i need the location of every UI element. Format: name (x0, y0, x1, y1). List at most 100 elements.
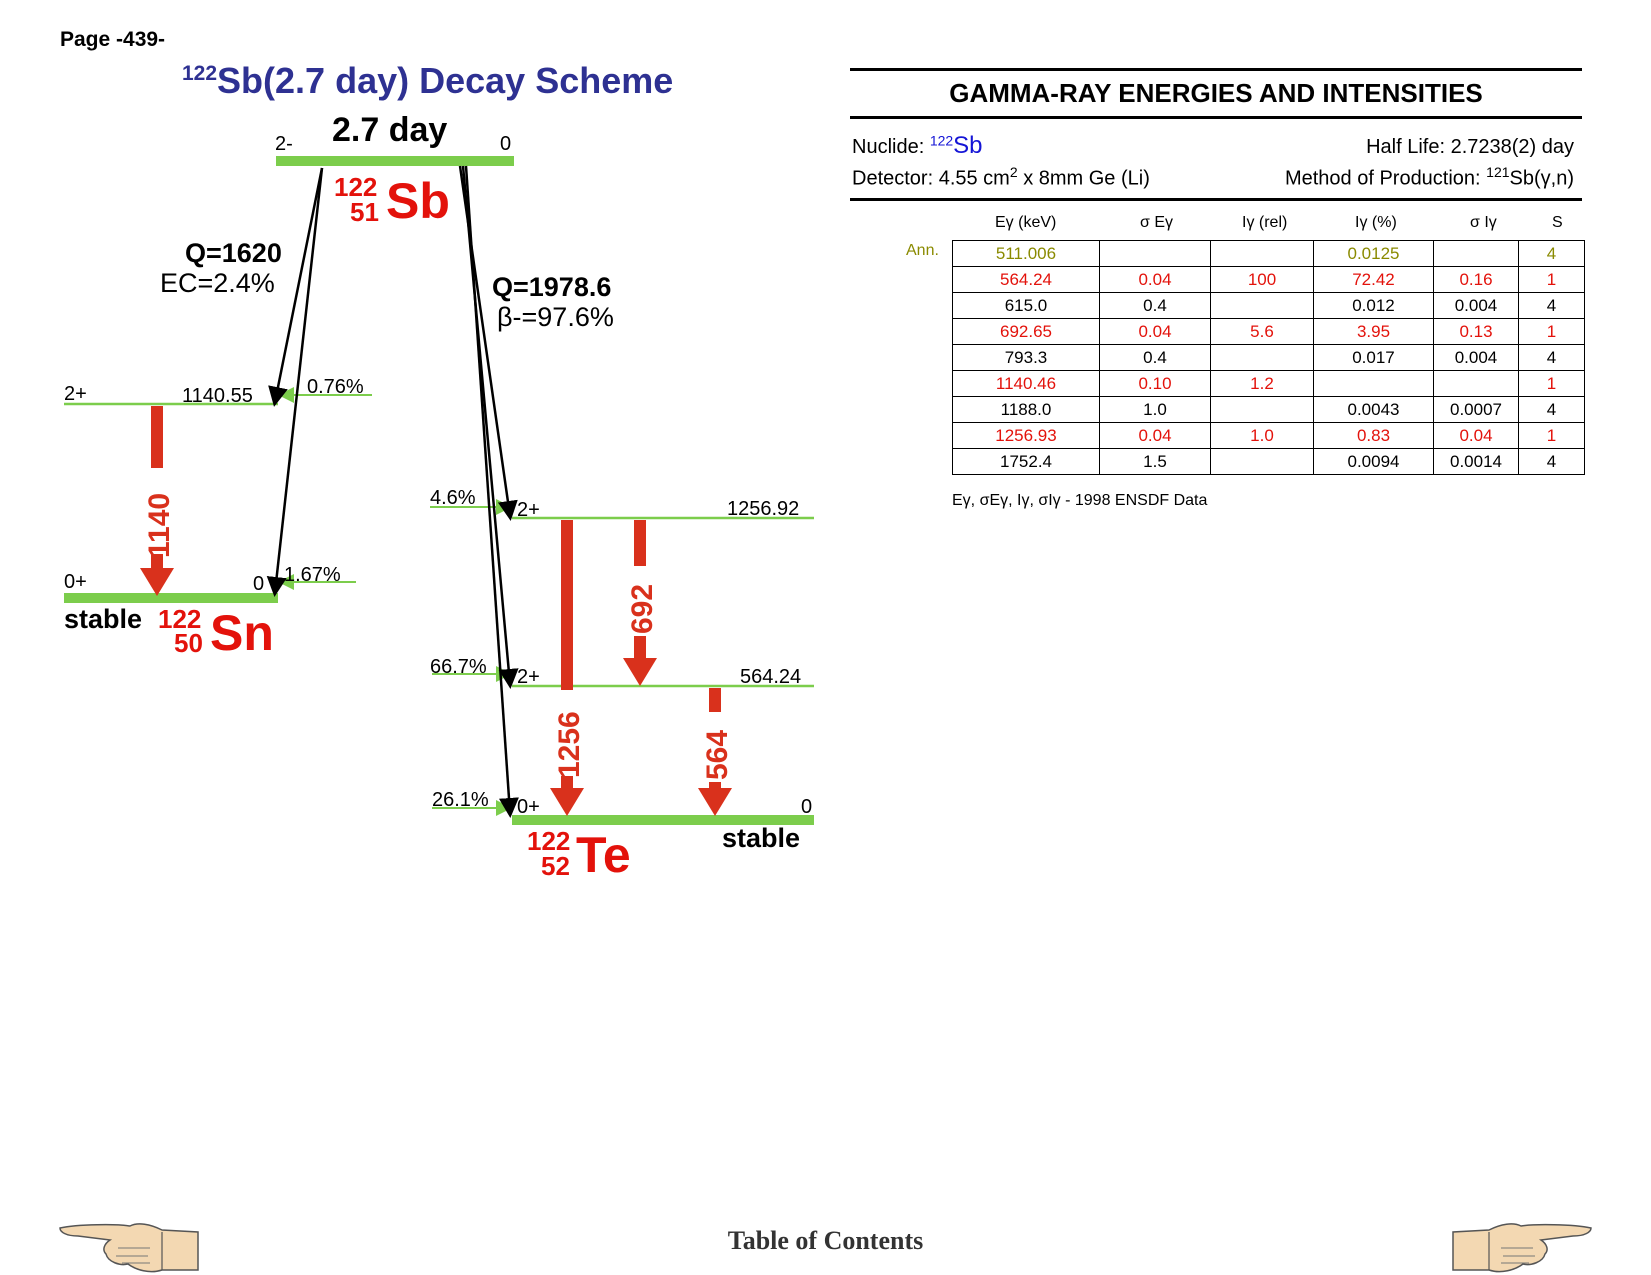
gamma-1140-head (140, 568, 174, 596)
te-feed-1256-label: 4.6% (430, 487, 476, 509)
cell-sigma-intensity (1433, 240, 1519, 267)
detector-rest: x 8mm Ge (Li) (1017, 167, 1150, 190)
method-rest: Sb(γ,n) (1509, 167, 1574, 190)
te-ground-spin: 0+ (517, 796, 540, 818)
te-ground-energy: 0 (801, 796, 812, 818)
gamma-692-head (623, 658, 657, 686)
cell-intensity-pct: 0.0125 (1313, 240, 1434, 267)
cell-s: 4 (1518, 292, 1585, 319)
cell-sigma-energy: 1.0 (1099, 396, 1211, 423)
decay-scheme-diagram: 2.7 day 2- 0 122 51 Sb Q=1620 EC=2.4% Q=… (64, 111, 814, 883)
gamma-564-label-bg (698, 712, 732, 782)
cell-sigma-intensity: 0.004 (1433, 344, 1519, 371)
table-row: 615.0 0.4 0.012 0.004 4 (952, 292, 1585, 319)
cell-s: 4 (1518, 344, 1585, 371)
detector-text: Detector: 4.55 cm (852, 167, 1010, 190)
method-text: Method of Production: (1284, 167, 1487, 190)
te-z: 52 (541, 851, 570, 881)
panel-bottom-rule (850, 198, 1582, 201)
cell-energy: 564.24 (952, 266, 1100, 293)
cell-sigma-energy: 0.04 (1099, 318, 1211, 345)
cell-sigma-energy: 0.04 (1099, 266, 1211, 293)
te-level-564-spin: 2+ (517, 666, 540, 688)
cell-sigma-energy: 0.4 (1099, 292, 1211, 319)
cell-intensity-pct: 0.017 (1313, 344, 1434, 371)
sn-symbol: Sn (210, 605, 274, 661)
col-header-intensity-pct: Iγ (%) (1355, 214, 1397, 231)
beta-q-value: Q=1978.6 (492, 272, 611, 302)
panel-mid-rule (850, 116, 1582, 119)
cell-s: 1 (1518, 422, 1585, 449)
sn-feed-1140-label: 0.76% (307, 376, 364, 398)
te-level-564-energy: 564.24 (740, 666, 801, 688)
nuclide-label: Nuclide: (852, 136, 930, 158)
cell-sigma-intensity: 0.0007 (1433, 396, 1519, 423)
cell-intensity-rel: 5.6 (1210, 318, 1314, 345)
gamma-564-label: 564 (701, 730, 734, 780)
cell-energy: 1256.93 (952, 422, 1100, 449)
sn-stable: stable (64, 604, 142, 634)
beta-ratio: β-=97.6% (497, 302, 614, 332)
cell-s: 1 (1518, 266, 1585, 293)
cell-intensity-rel: 1.0 (1210, 422, 1314, 449)
cell-sigma-energy (1099, 240, 1211, 267)
cell-sigma-energy: 0.10 (1099, 370, 1211, 397)
cell-intensity-pct: 0.83 (1313, 422, 1434, 449)
scheme-title: 122Sb(2.7 day) Decay Scheme (182, 60, 673, 102)
cell-intensity-pct: 0.0043 (1313, 396, 1434, 423)
parent-mass: 122 (334, 172, 377, 202)
cell-energy: 1188.0 (952, 396, 1100, 423)
ec-q-value: Q=1620 (185, 238, 282, 268)
nuclide-info: Nuclide: 122Sb (852, 132, 983, 160)
title-text: Sb(2.7 day) Decay Scheme (217, 60, 674, 101)
col-header-sigma-intensity: σ Iγ (1470, 214, 1497, 231)
cell-intensity-rel (1210, 396, 1314, 423)
sn-level-1140-spin: 2+ (64, 383, 87, 405)
cell-energy: 1752.4 (952, 448, 1100, 475)
cell-sigma-intensity: 0.04 (1433, 422, 1519, 449)
hand-pointing-right-icon[interactable] (1448, 1218, 1593, 1274)
cell-intensity-rel: 1.2 (1210, 370, 1314, 397)
te-level-1256-energy: 1256.92 (727, 498, 799, 520)
cell-intensity-pct: 0.012 (1313, 292, 1434, 319)
cell-sigma-energy: 1.5 (1099, 448, 1211, 475)
parent-halflife: 2.7 day (332, 111, 447, 149)
cell-energy: 793.3 (952, 344, 1100, 371)
page-label: Page -439- (60, 28, 166, 51)
parent-z: 51 (350, 197, 379, 227)
cell-intensity-pct (1313, 370, 1434, 397)
annihilation-label: Ann. (906, 242, 939, 259)
parent-level (276, 156, 514, 166)
te-feed-564-label: 66.7% (430, 656, 487, 678)
cell-intensity-pct: 72.42 (1313, 266, 1434, 293)
table-of-contents-link[interactable]: Table of Contents (727, 1226, 924, 1255)
gamma-1256-head (550, 788, 584, 816)
beta-arrow-ground (464, 165, 519, 818)
cell-sigma-intensity: 0.0014 (1433, 448, 1519, 475)
cell-intensity-rel (1210, 448, 1314, 475)
te-stable: stable (722, 823, 800, 853)
hand-pointing-left-icon[interactable] (58, 1218, 203, 1274)
te-ground-level (512, 815, 814, 825)
gamma-1140-label: 1140 (143, 493, 176, 558)
title-mass: 122 (182, 62, 218, 85)
panel-title: GAMMA-RAY ENERGIES AND INTENSITIES (949, 78, 1483, 108)
detector-info: Detector: 4.55 cm2 x 8mm Ge (Li) (852, 164, 1150, 191)
ec-arrow-1140 (268, 167, 324, 407)
cell-s: 1 (1518, 370, 1585, 397)
cell-s: 1 (1518, 318, 1585, 345)
sn-ground-energy: 0 (253, 573, 264, 595)
sn-ground-spin: 0+ (64, 571, 87, 593)
sn-feed-ground-label: 1.67% (284, 564, 341, 586)
method-sup: 121 (1486, 164, 1510, 180)
cell-energy: 1140.46 (952, 370, 1100, 397)
gamma-1256-label: 1256 (553, 711, 586, 778)
gamma-1256-label-bg (550, 690, 584, 776)
parent-spin: 2- (275, 133, 293, 155)
col-header-sigma-energy: σ Eγ (1140, 214, 1173, 231)
cell-intensity-pct: 0.0094 (1313, 448, 1434, 475)
cell-energy: 615.0 (952, 292, 1100, 319)
cell-sigma-intensity (1433, 370, 1519, 397)
detector-sup: 2 (1009, 164, 1018, 180)
table-row: 692.65 0.04 5.6 3.95 0.13 1 (952, 318, 1585, 345)
